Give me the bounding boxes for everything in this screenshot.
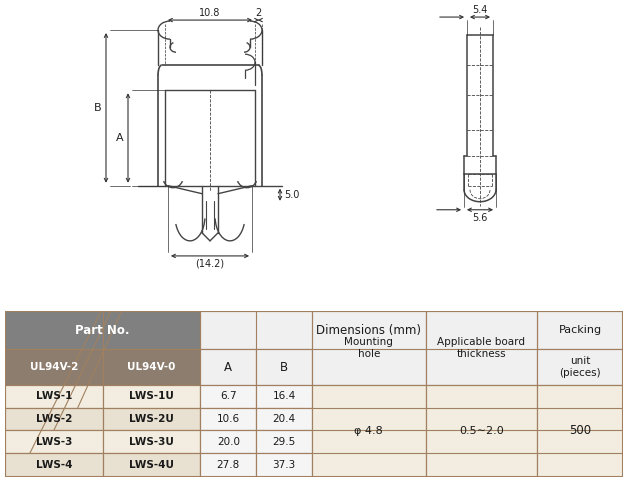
Bar [312,311,426,385]
Text: 5.0: 5.0 [284,190,300,200]
Text: LWS-2U: LWS-2U [129,414,174,424]
Bar [5,408,103,430]
Text: UL94V-0: UL94V-0 [127,362,176,372]
Text: A: A [116,133,124,143]
Text: 6.7: 6.7 [220,391,237,401]
Bar [5,430,103,453]
Text: Mounting
hole: Mounting hole [344,337,393,359]
Text: unit
(pieces): unit (pieces) [560,356,601,378]
Text: B: B [94,103,102,113]
Text: 0.5∼2.0: 0.5∼2.0 [459,426,504,436]
Bar [200,311,538,349]
Bar [103,349,200,385]
Bar [200,408,256,430]
Bar [5,453,103,477]
Text: Part No.: Part No. [75,324,130,337]
Bar [256,408,312,430]
Text: Applicable board
thickness: Applicable board thickness [438,337,526,359]
Text: 20.0: 20.0 [217,437,240,446]
Text: LWS-4U: LWS-4U [129,460,174,470]
Text: LWS-1: LWS-1 [36,391,72,401]
Bar [256,385,312,408]
Text: 20.4: 20.4 [273,414,296,424]
Text: 10.8: 10.8 [199,8,220,18]
Bar [200,349,256,385]
Bar [538,385,623,477]
Text: LWS-1U: LWS-1U [129,391,174,401]
Bar [426,311,538,385]
Bar [256,430,312,453]
Bar [200,430,256,453]
Bar [256,349,312,385]
Bar [538,349,623,385]
Text: 16.4: 16.4 [273,391,296,401]
Bar [5,311,200,349]
Text: LWS-4: LWS-4 [36,460,72,470]
Text: 500: 500 [569,424,591,437]
Text: Packing: Packing [558,325,602,335]
Bar [103,430,200,453]
Bar [103,408,200,430]
Text: A: A [224,361,232,374]
Bar [312,385,426,477]
Text: LWS-3U: LWS-3U [129,437,174,446]
Bar [426,385,538,477]
Bar [200,385,256,408]
Bar [200,453,256,477]
Text: LWS-2: LWS-2 [36,414,72,424]
Bar [538,311,623,349]
Text: 5.6: 5.6 [472,213,488,223]
Text: UL94V-2: UL94V-2 [30,362,78,372]
Text: 10.6: 10.6 [217,414,240,424]
Text: 5.4: 5.4 [472,5,488,15]
Bar [256,453,312,477]
Text: 37.3: 37.3 [273,460,296,470]
Text: 29.5: 29.5 [273,437,296,446]
Text: (14.2): (14.2) [195,259,225,269]
Bar [103,453,200,477]
Text: B: B [280,361,288,374]
Text: Dimensions (mm): Dimensions (mm) [317,324,421,337]
Text: φ 4.8: φ 4.8 [354,426,383,436]
Text: LWS-3: LWS-3 [36,437,72,446]
Bar [103,385,200,408]
Bar [5,385,103,408]
Text: 2: 2 [256,8,262,18]
Text: 27.8: 27.8 [217,460,240,470]
Bar [5,349,103,385]
